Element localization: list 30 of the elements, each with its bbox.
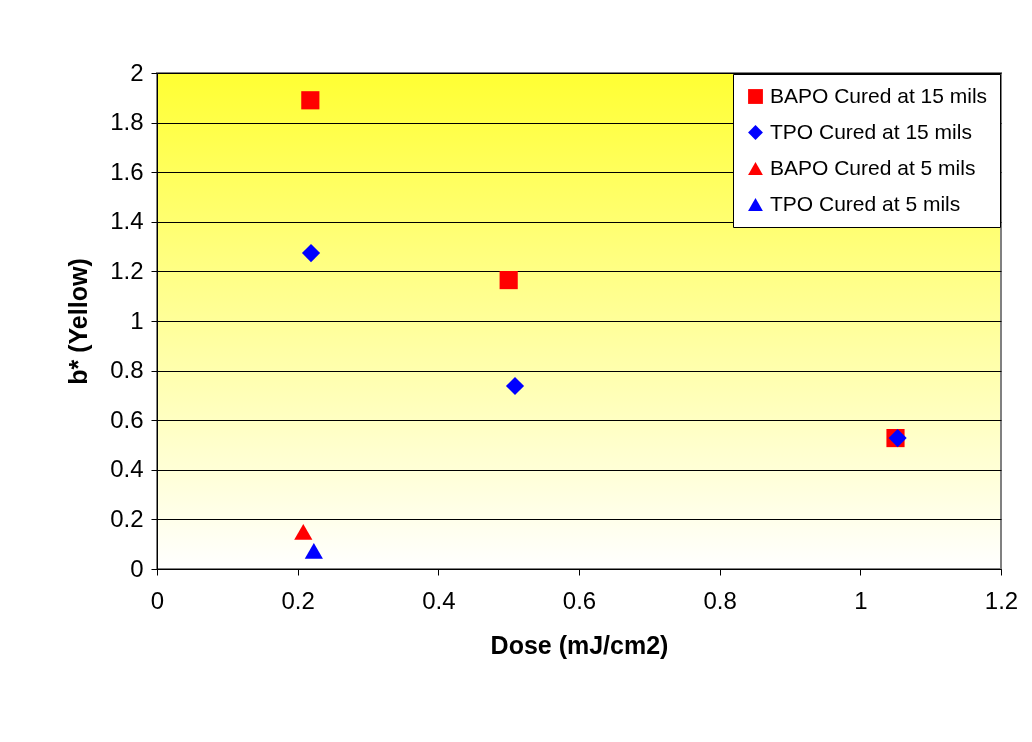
y-tick-label: 1 (130, 306, 144, 334)
x-axis-title: Dose (mJ/cm2) (490, 630, 669, 659)
point (301, 243, 321, 263)
y-tick-label: 2 (130, 58, 144, 86)
y-tick-label: 1.8 (110, 108, 144, 136)
point (294, 523, 313, 540)
y-axis-title: b* (Yellow) (64, 258, 93, 385)
y-tick-label: 0 (130, 554, 144, 582)
y-tick-label: 0.6 (110, 405, 144, 433)
y-tick-label: 1.4 (110, 207, 144, 235)
y-tick-label: 1.2 (110, 256, 144, 284)
point (505, 376, 525, 396)
legend-label: BAPO Cured at 15 mils (770, 83, 988, 107)
y-tick-label: 0.4 (110, 455, 144, 483)
x-tick-label: 1 (854, 586, 868, 614)
x-tick-label: 0.2 (281, 586, 315, 614)
point (304, 543, 323, 559)
y-tick-label: 0.8 (110, 356, 144, 384)
x-tick-label: 0.8 (703, 586, 737, 614)
point (301, 91, 320, 110)
y-tick-label: 0.2 (110, 504, 144, 532)
x-tick-label: 0 (150, 586, 165, 614)
x-tick-label: 0.6 (562, 586, 597, 614)
legend-label: TPO Cured at 15 mils (770, 119, 972, 143)
x-tick-label: 0.4 (422, 586, 456, 614)
point (499, 271, 518, 290)
y-tick-label: 1.6 (110, 157, 144, 185)
x-tick-label: 1.2 (984, 586, 1019, 614)
legend-label: TPO Cured at 5 mils (770, 191, 961, 215)
legend-label: BAPO Cured at 5 mils (770, 155, 976, 179)
